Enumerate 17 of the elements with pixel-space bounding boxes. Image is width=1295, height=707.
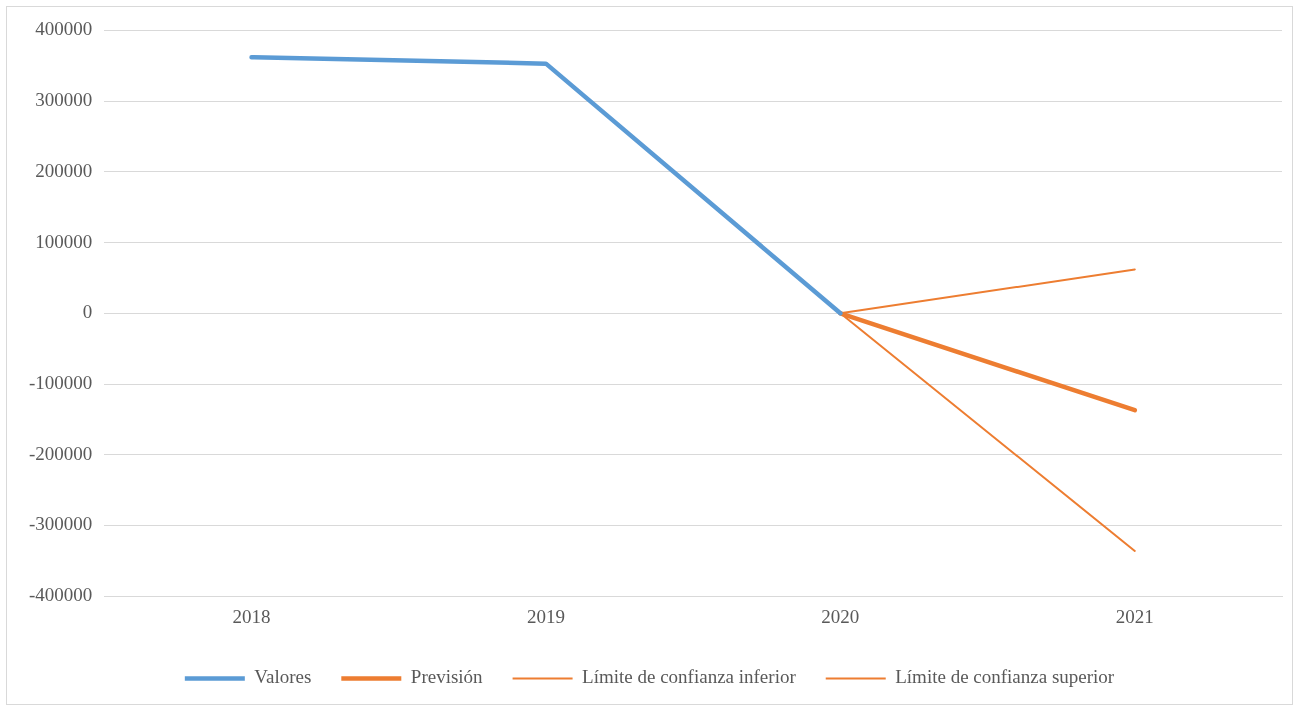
- legend-label: Previsión: [410, 666, 484, 688]
- x-tick-label: 2021: [1115, 605, 1154, 627]
- y-tick-label: 200000: [35, 159, 93, 181]
- y-tick-label: -300000: [29, 513, 93, 535]
- legend-label: Límite de confianza inferior: [582, 666, 797, 688]
- x-tick-label: 2018: [232, 605, 271, 627]
- y-tick-label: -200000: [29, 442, 93, 464]
- x-tick-label: 2019: [526, 605, 565, 627]
- y-tick-label: -400000: [29, 584, 93, 606]
- y-tick-label: 400000: [35, 18, 93, 40]
- y-tick-label: 300000: [35, 89, 93, 111]
- y-tick-label: 0: [82, 301, 93, 323]
- legend-label: Límite de confianza superior: [895, 666, 1115, 688]
- legend-label: Valores: [254, 666, 312, 688]
- y-tick-label: 100000: [35, 230, 93, 252]
- x-tick-label: 2020: [821, 605, 860, 627]
- y-tick-label: -100000: [29, 372, 93, 394]
